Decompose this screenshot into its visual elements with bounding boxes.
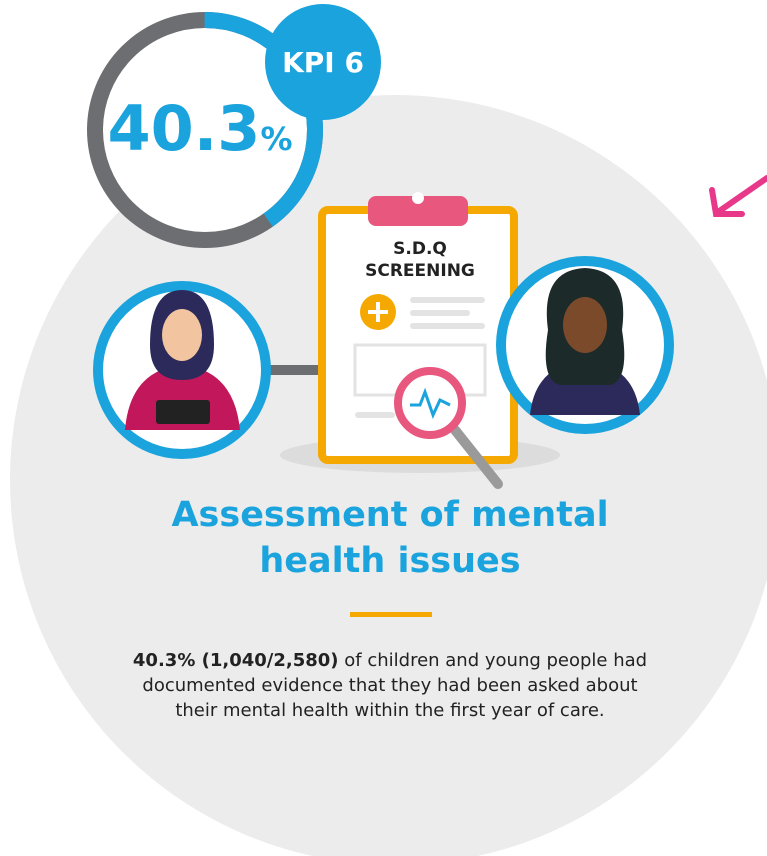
body-text: 40.3% (1,040/2,580) of children and youn… (120, 648, 660, 723)
magnifier-handle (450, 425, 503, 489)
clip (368, 196, 468, 226)
person-body (125, 365, 240, 430)
pulse (410, 387, 451, 419)
face (563, 297, 607, 353)
clipboard-text: SCREENING (365, 261, 475, 281)
kpi-value: 40.3% (107, 92, 292, 165)
ring-arc (87, 12, 323, 248)
body-bold: 40.3% (1,040/2,580) (132, 650, 339, 671)
kpi-badge (265, 4, 381, 120)
connector (260, 365, 330, 375)
face (162, 309, 202, 361)
tablet (156, 400, 210, 424)
clipboard-text: S.D.Q (393, 239, 447, 259)
arrow (709, 175, 767, 217)
plus (368, 302, 388, 322)
clip-hole (412, 192, 424, 204)
kpi-label: KPI 6 (282, 46, 364, 79)
title: Assessment of mental health issues (171, 495, 609, 581)
body-rest: of children and young people had documen… (142, 650, 648, 721)
